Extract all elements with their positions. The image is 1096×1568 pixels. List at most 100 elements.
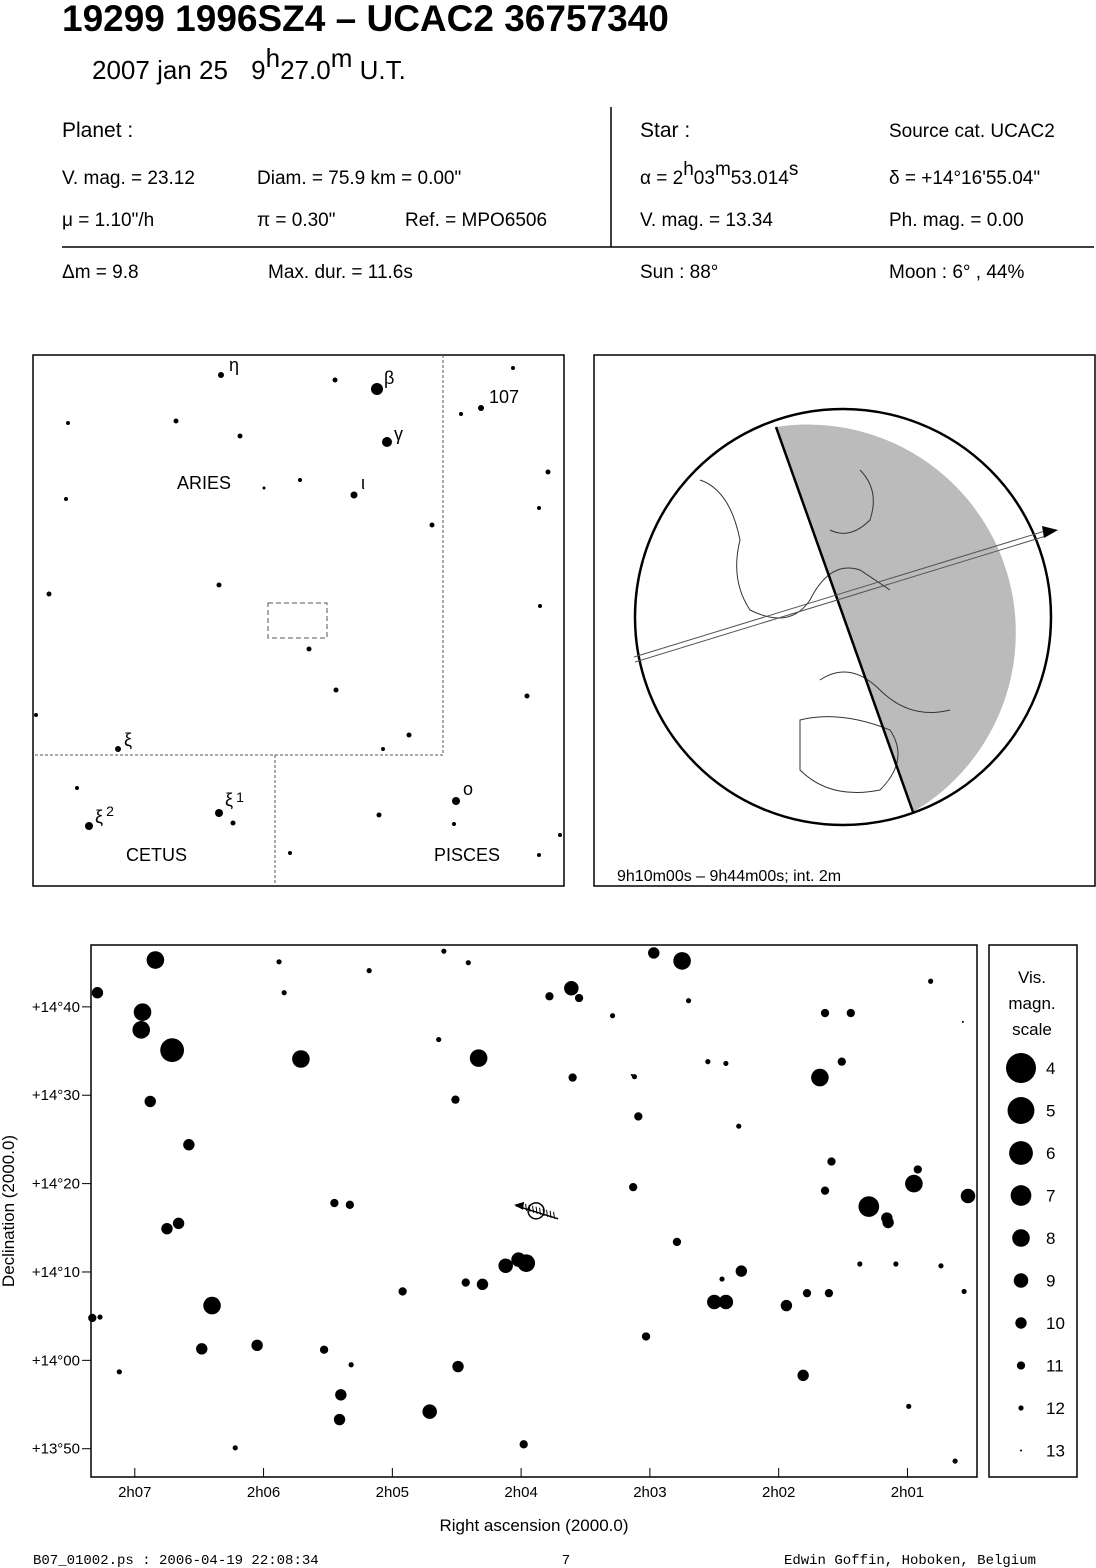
star	[811, 1068, 829, 1087]
y-tick-label: +14°00	[32, 1352, 80, 1369]
star-label: β	[384, 368, 394, 388]
y-axis-title: Declination (2000.0)	[0, 1135, 18, 1287]
star-label: ξ	[95, 807, 103, 827]
star	[824, 1289, 834, 1298]
star	[609, 1013, 616, 1019]
star	[115, 746, 121, 752]
star	[237, 433, 243, 439]
star	[634, 1112, 643, 1121]
y-tick-label: +14°20	[32, 1176, 80, 1193]
scale-dot	[1018, 1405, 1024, 1411]
globe-frame	[593, 354, 1096, 887]
star	[144, 1095, 156, 1108]
star	[452, 822, 456, 826]
star	[88, 1313, 97, 1323]
star	[631, 1074, 638, 1080]
time-minute-unit: m	[331, 43, 353, 73]
star	[160, 1038, 185, 1063]
star	[436, 1036, 442, 1043]
alpha-s: 53.014	[731, 168, 790, 189]
star	[281, 990, 287, 996]
alpha: α = 2h03m53.014s	[640, 159, 798, 189]
scale-dot	[1006, 1053, 1036, 1083]
scale-dot	[1012, 1229, 1030, 1247]
scale-label: 12	[1046, 1399, 1065, 1418]
star	[545, 992, 554, 1001]
date: 2007 jan 25	[92, 55, 228, 85]
track-tick	[546, 1209, 549, 1217]
star	[718, 1294, 734, 1310]
star	[478, 405, 484, 411]
scale-dot	[1019, 1449, 1023, 1452]
path-arrow	[1042, 526, 1058, 538]
star	[705, 1059, 711, 1065]
sun: Sun : 88°	[640, 262, 718, 283]
star	[459, 412, 463, 416]
star	[91, 987, 104, 999]
constellation-boundary	[33, 355, 444, 886]
star	[97, 1314, 103, 1320]
alpha-m-unit: m	[715, 159, 731, 180]
star	[218, 372, 224, 378]
star	[846, 1008, 855, 1018]
alpha-m: 03	[694, 168, 715, 189]
star	[465, 960, 471, 966]
star	[429, 522, 435, 528]
footer-file: B07_01002.ps : 2006-04-19 22:08:34	[33, 1553, 319, 1568]
moon: Moon : 6° , 44%	[889, 262, 1024, 283]
star	[905, 1174, 923, 1193]
star	[524, 693, 530, 699]
star	[719, 1276, 725, 1282]
coastline	[699, 469, 951, 793]
star-label: Star :	[640, 119, 690, 142]
x-tick-label: 2h04	[504, 1484, 537, 1501]
planet-label: Planet :	[62, 119, 133, 142]
scale-title: magn.	[1008, 994, 1055, 1013]
star	[330, 1198, 339, 1208]
scale-label: 11	[1046, 1357, 1064, 1376]
star	[345, 1200, 354, 1209]
x-tick-label: 2h06	[247, 1484, 280, 1501]
finder-frame	[32, 354, 565, 887]
star	[469, 1049, 488, 1067]
scale-dot	[1016, 1361, 1026, 1370]
star	[75, 786, 79, 790]
star	[230, 820, 236, 826]
star	[366, 968, 372, 974]
star	[172, 1217, 185, 1230]
source-cat: Source cat. UCAC2	[889, 121, 1055, 142]
star	[538, 604, 542, 608]
star	[292, 1050, 310, 1068]
star	[451, 1095, 460, 1104]
star	[298, 478, 302, 482]
scale-frame	[988, 944, 1078, 1478]
star	[820, 1008, 830, 1018]
star	[707, 1294, 722, 1310]
star	[319, 1345, 329, 1354]
mu: μ = 1.10"/h	[62, 210, 154, 231]
scale-label: 5	[1046, 1102, 1055, 1121]
time-zone: U.T.	[360, 55, 406, 85]
star	[685, 998, 692, 1004]
globe-caption: 9h10m00s – 9h44m00s; int. 2m	[617, 868, 841, 885]
star	[736, 1123, 742, 1129]
star-chart: Right ascension (2000.0) Declination (20…	[0, 944, 1078, 1535]
star	[857, 1261, 863, 1267]
x-axis-title: Right ascension (2000.0)	[439, 1516, 628, 1535]
parallax: π = 0.30"	[257, 210, 336, 231]
star	[46, 591, 52, 597]
track-tick	[553, 1211, 556, 1219]
star	[827, 1157, 836, 1166]
star	[196, 1343, 208, 1355]
star	[537, 853, 541, 857]
star	[398, 1287, 407, 1296]
star	[371, 383, 383, 395]
star	[672, 1237, 682, 1247]
star	[568, 1073, 577, 1082]
star	[574, 993, 584, 1003]
star	[216, 582, 222, 588]
star	[461, 1278, 470, 1287]
